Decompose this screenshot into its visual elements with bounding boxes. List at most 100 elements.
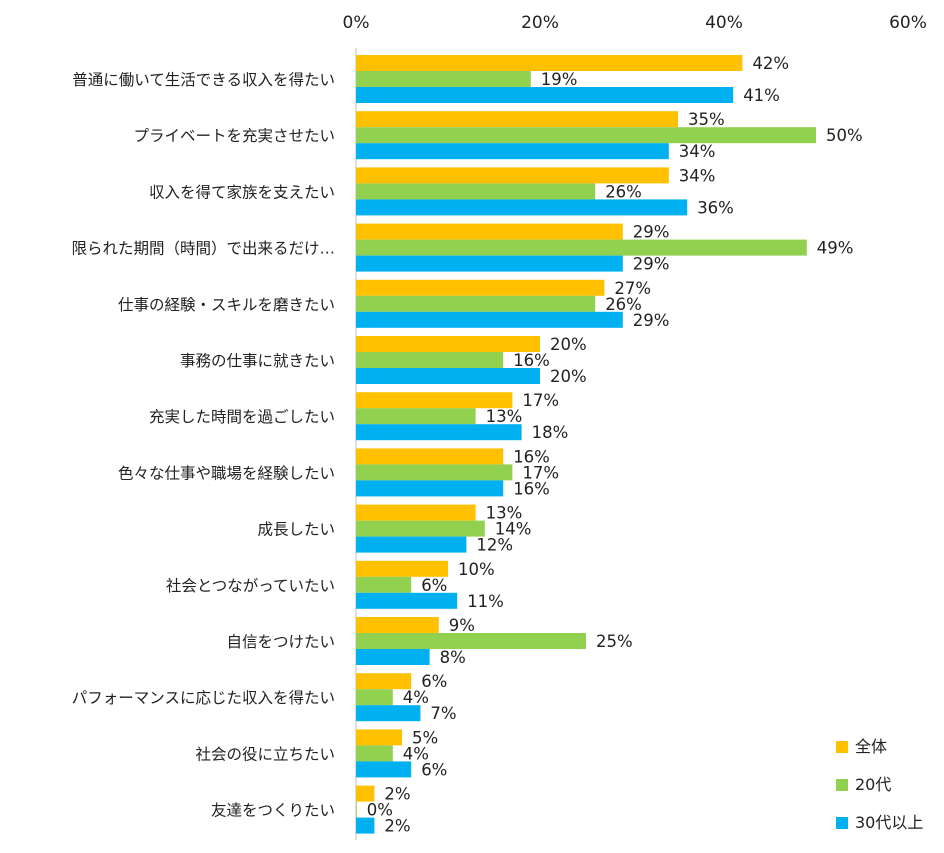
category-labels: 普通に働いて生活できる収入を得たいプライベートを充実させたい収入を得て家族を支え… [71, 71, 335, 820]
bar [356, 785, 375, 802]
data-label: 0% [367, 801, 393, 820]
bar [356, 817, 375, 834]
legend-swatch [836, 741, 848, 753]
data-label: 4% [403, 744, 429, 763]
category-label: 充実した時間を過ごしたい [149, 408, 335, 426]
legend-label: 30代以上 [855, 813, 923, 832]
data-label: 29% [633, 223, 670, 242]
data-label: 8% [440, 648, 466, 667]
bar [356, 633, 586, 649]
category-label: 社会とつながっていたい [166, 577, 335, 595]
category-label: 色々な仕事や職場を経験したい [118, 464, 335, 482]
legend-swatch [836, 817, 848, 829]
x-tick-label: 60% [889, 13, 927, 33]
data-label: 29% [633, 311, 670, 330]
bar [356, 504, 476, 521]
bar [356, 239, 807, 256]
data-label: 7% [430, 704, 456, 723]
data-label: 2% [384, 817, 410, 836]
x-tick-label: 40% [705, 13, 743, 33]
data-label: 25% [596, 632, 633, 651]
data-label: 13% [486, 504, 523, 523]
data-label: 16% [513, 351, 550, 370]
data-label: 20% [550, 367, 587, 386]
data-label: 2% [384, 785, 410, 804]
data-label: 26% [605, 295, 642, 314]
bar [356, 705, 421, 722]
data-label: 26% [605, 182, 642, 201]
data-label: 50% [826, 126, 863, 145]
bar [356, 255, 623, 272]
bar [356, 592, 458, 609]
bar [356, 448, 504, 465]
bar [356, 689, 393, 706]
bar [356, 111, 678, 128]
bar [356, 336, 540, 352]
data-label: 34% [679, 142, 716, 161]
bar [356, 536, 467, 553]
bar [356, 649, 430, 665]
data-label: 9% [449, 616, 475, 635]
value-labels: 42%19%41%35%50%34%34%26%36%29%49%29%27%2… [367, 54, 863, 836]
data-label: 49% [817, 239, 854, 258]
data-label: 34% [679, 166, 716, 185]
bar [356, 761, 412, 778]
bar [356, 801, 357, 818]
legend: 全体 20代 30代以上 [836, 737, 923, 832]
bar [356, 352, 504, 368]
data-label: 41% [743, 86, 780, 105]
data-label: 10% [458, 560, 495, 579]
bars [356, 55, 816, 834]
legend-label: 全体 [855, 737, 887, 756]
bar [356, 311, 623, 328]
data-label: 5% [412, 728, 438, 747]
x-tick-label: 20% [521, 13, 559, 33]
category-label: 自信をつけたい [226, 633, 335, 651]
bar [356, 368, 540, 384]
data-label: 12% [476, 536, 513, 555]
data-label: 16% [513, 447, 550, 466]
bar [356, 167, 669, 184]
data-label: 19% [541, 70, 578, 89]
data-label: 13% [486, 407, 523, 426]
bar [356, 223, 623, 240]
bar [356, 87, 734, 103]
category-label: 社会の役に立ちたい [195, 745, 335, 763]
legend-swatch [836, 779, 848, 791]
bar [356, 127, 816, 144]
data-label: 20% [550, 335, 587, 354]
bar [356, 464, 513, 481]
data-label: 11% [467, 592, 504, 611]
data-label: 42% [752, 54, 789, 73]
category-label: 友達をつくりたい [211, 802, 335, 820]
bar [356, 279, 605, 296]
category-label: 限られた期間（時間）で出来るだけ… [71, 240, 335, 258]
category-label: 普通に働いて生活できる収入を得たい [72, 71, 335, 89]
bar [356, 183, 596, 200]
category-label: 事務の仕事に就きたい [180, 352, 335, 370]
data-label: 4% [403, 688, 429, 707]
data-label: 29% [633, 255, 670, 274]
bar [356, 199, 688, 216]
bar [356, 424, 522, 441]
category-label: プライベートを充実させたい [133, 127, 335, 145]
bar [356, 392, 513, 409]
category-label: 仕事の経験・スキルを磨きたい [118, 296, 335, 314]
data-label: 27% [614, 279, 651, 298]
category-label: 成長したい [257, 521, 335, 539]
data-label: 35% [688, 110, 725, 129]
category-label: 収入を得て家族を支えたい [149, 183, 335, 201]
bar [356, 576, 412, 593]
bar [356, 617, 439, 633]
data-label: 16% [513, 479, 550, 498]
bar [356, 729, 402, 746]
data-label: 36% [697, 198, 734, 217]
data-label: 17% [522, 391, 559, 410]
category-label: パフォーマンスに応じた収入を得たい [72, 689, 335, 707]
legend-label: 20代 [855, 775, 891, 794]
bar [356, 408, 476, 425]
x-axis-ticks: 0% 20% 40% 60% [343, 13, 927, 33]
bar [356, 745, 393, 762]
bar [356, 480, 504, 497]
